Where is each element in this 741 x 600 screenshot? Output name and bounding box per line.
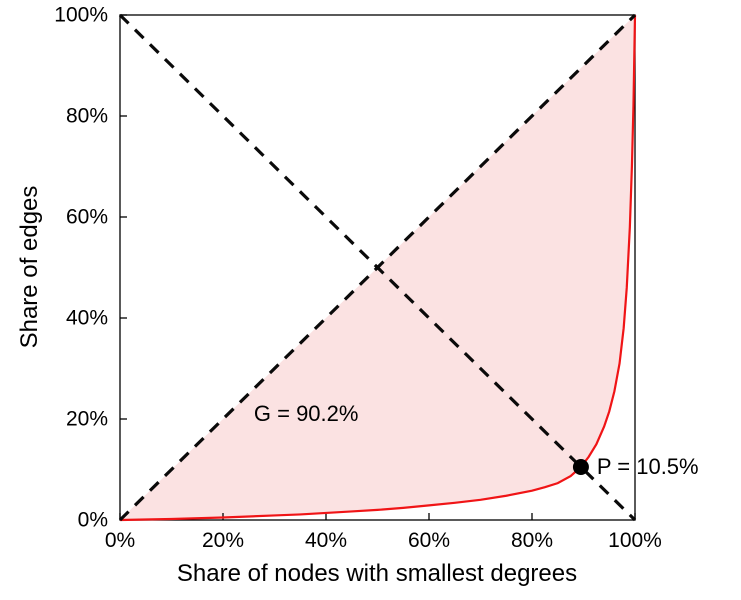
x-tick-label: 20% xyxy=(201,529,245,552)
y-tick-label: 20% xyxy=(65,407,108,431)
gini-annotation: G = 90.2% xyxy=(253,400,359,426)
y-tick-label: 100% xyxy=(54,3,108,27)
intersection-point xyxy=(572,458,589,475)
x-tick-label: 100% xyxy=(608,529,662,552)
x-tick-label: 60% xyxy=(407,529,451,552)
x-tick-label: 0% xyxy=(104,529,136,552)
p-annotation: P = 10.5% xyxy=(596,453,699,479)
y-tick-label: 80% xyxy=(65,104,108,128)
y-tick-label: 0% xyxy=(77,508,108,532)
lorenz-curve xyxy=(119,14,637,522)
y-tick-label: 60% xyxy=(65,205,108,229)
y-tick-label: 40% xyxy=(65,306,108,330)
x-axis-label: Share of nodes with smallest degrees xyxy=(176,560,578,587)
anti-diagonal xyxy=(118,13,637,522)
x-tick-label: 40% xyxy=(304,529,348,552)
plot-border xyxy=(119,14,636,521)
x-tick-label: 80% xyxy=(510,529,554,552)
